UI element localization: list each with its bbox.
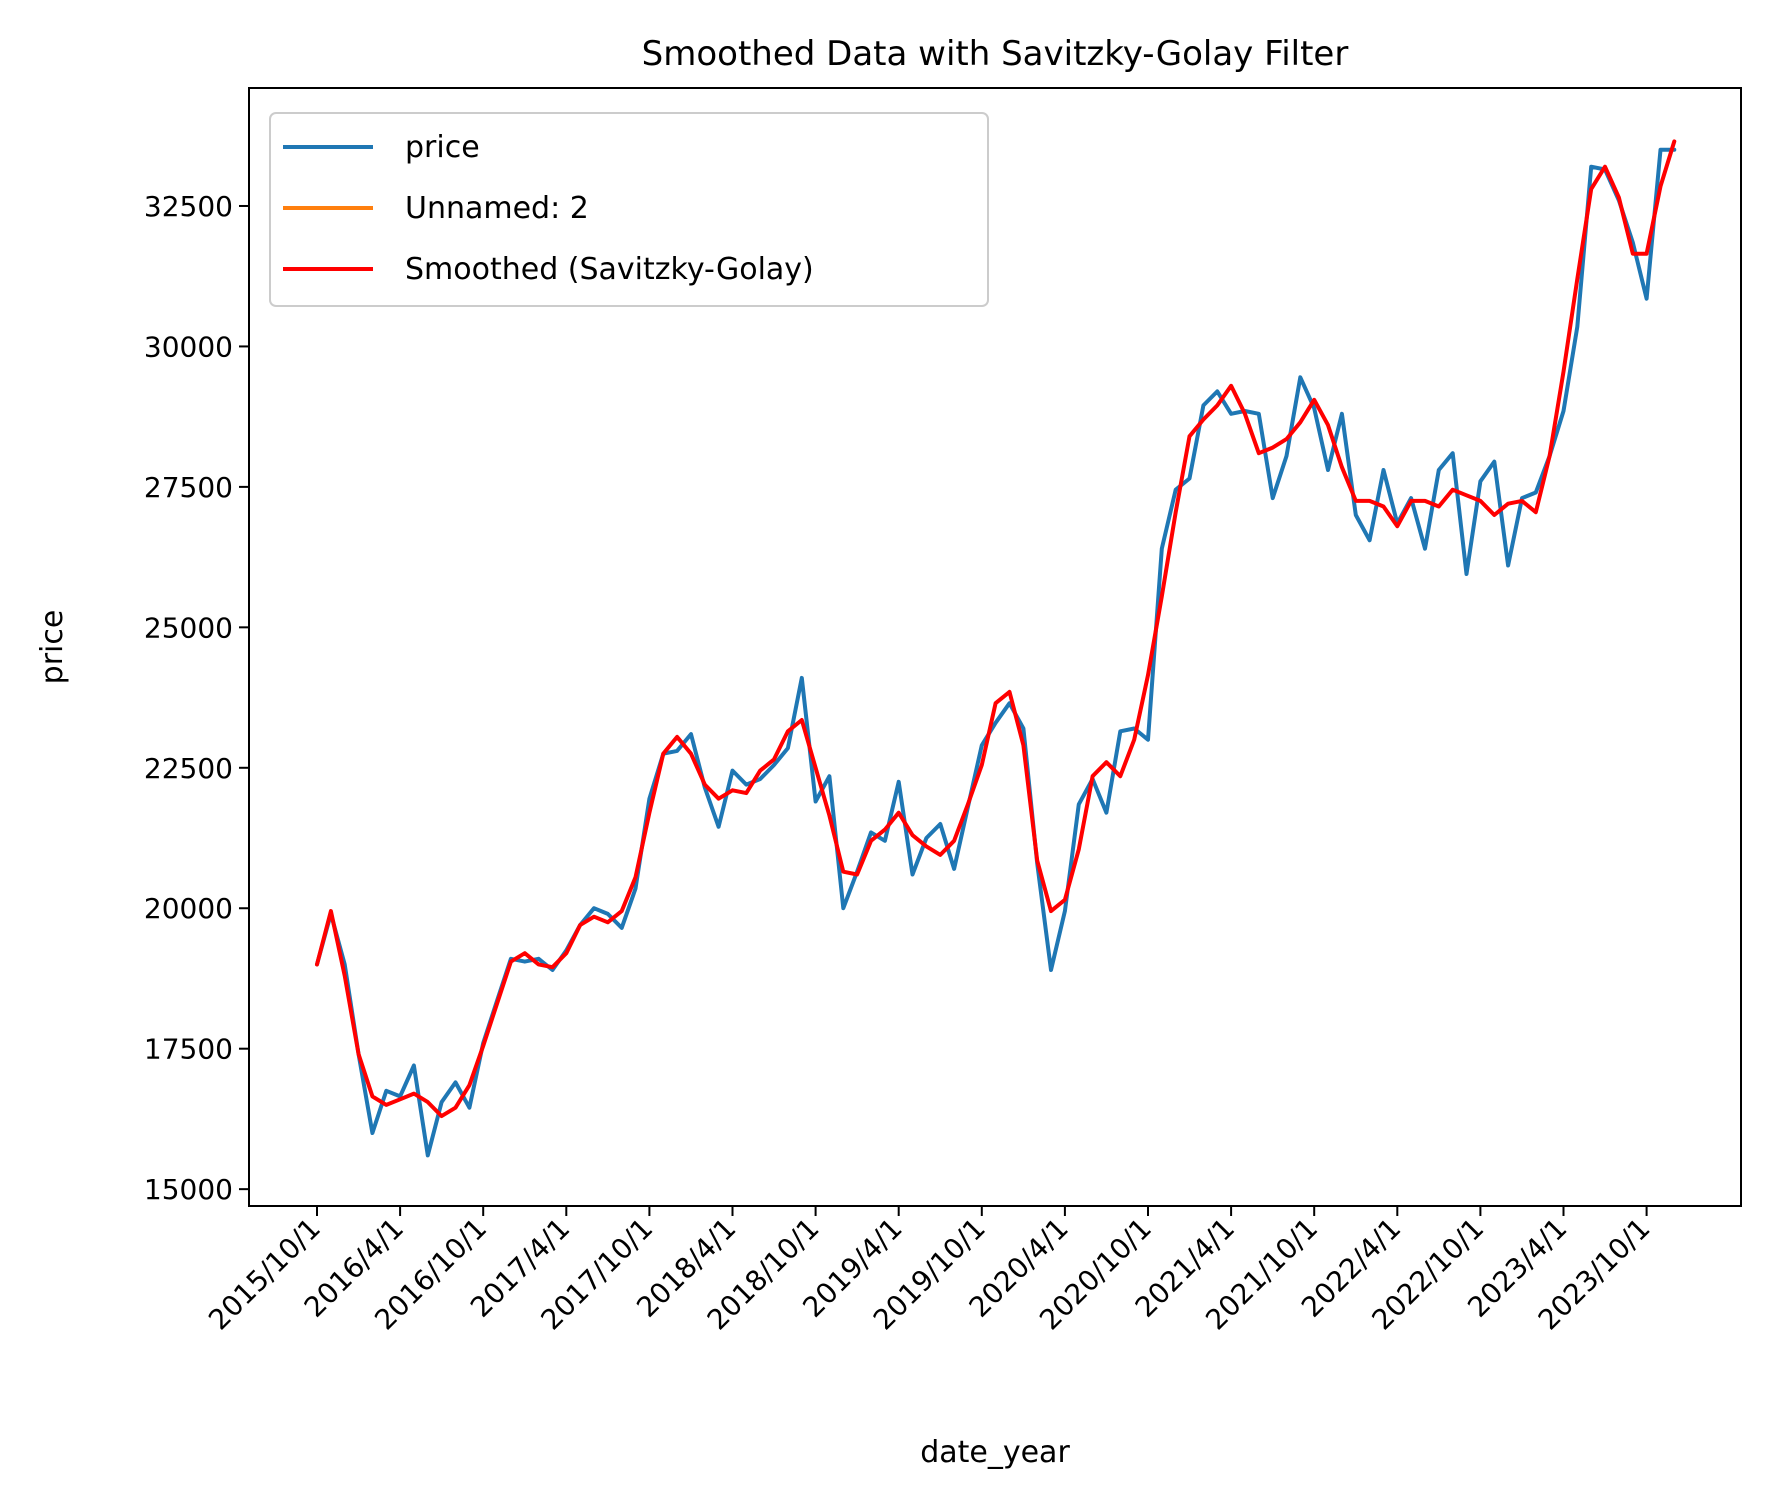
y-tick-label-5: 27500 bbox=[144, 471, 233, 504]
x-axis-label: date_year bbox=[920, 1435, 1070, 1470]
series-line-0 bbox=[315, 147, 1677, 1158]
y-tick-label-7: 32500 bbox=[144, 190, 233, 223]
legend-label-2: Smoothed (Savitzky-Golay) bbox=[405, 252, 814, 287]
y-tick-label-6: 30000 bbox=[144, 330, 233, 363]
series-line-2 bbox=[315, 139, 1677, 1119]
x-tick-label-0: 2015/10/1 bbox=[202, 1212, 327, 1337]
legend-label-1: Unnamed: 2 bbox=[405, 191, 589, 226]
y-tick-label-1: 17500 bbox=[144, 1033, 233, 1066]
y-tick-label-3: 22500 bbox=[144, 752, 233, 785]
y-tick-label-2: 20000 bbox=[144, 892, 233, 925]
y-tick-label-4: 25000 bbox=[144, 611, 233, 644]
y-tick-label-0: 15000 bbox=[144, 1173, 233, 1206]
legend: price Unnamed: 2 Smoothed (Savitzky-Golay) bbox=[269, 112, 989, 307]
plot-frame bbox=[248, 87, 1742, 1207]
legend-label-0: price bbox=[405, 130, 480, 165]
y-axis-label: price bbox=[35, 610, 70, 685]
chart-title: Smoothed Data with Savitzky-Golay Filter bbox=[642, 34, 1349, 74]
legend-frame bbox=[269, 112, 989, 307]
